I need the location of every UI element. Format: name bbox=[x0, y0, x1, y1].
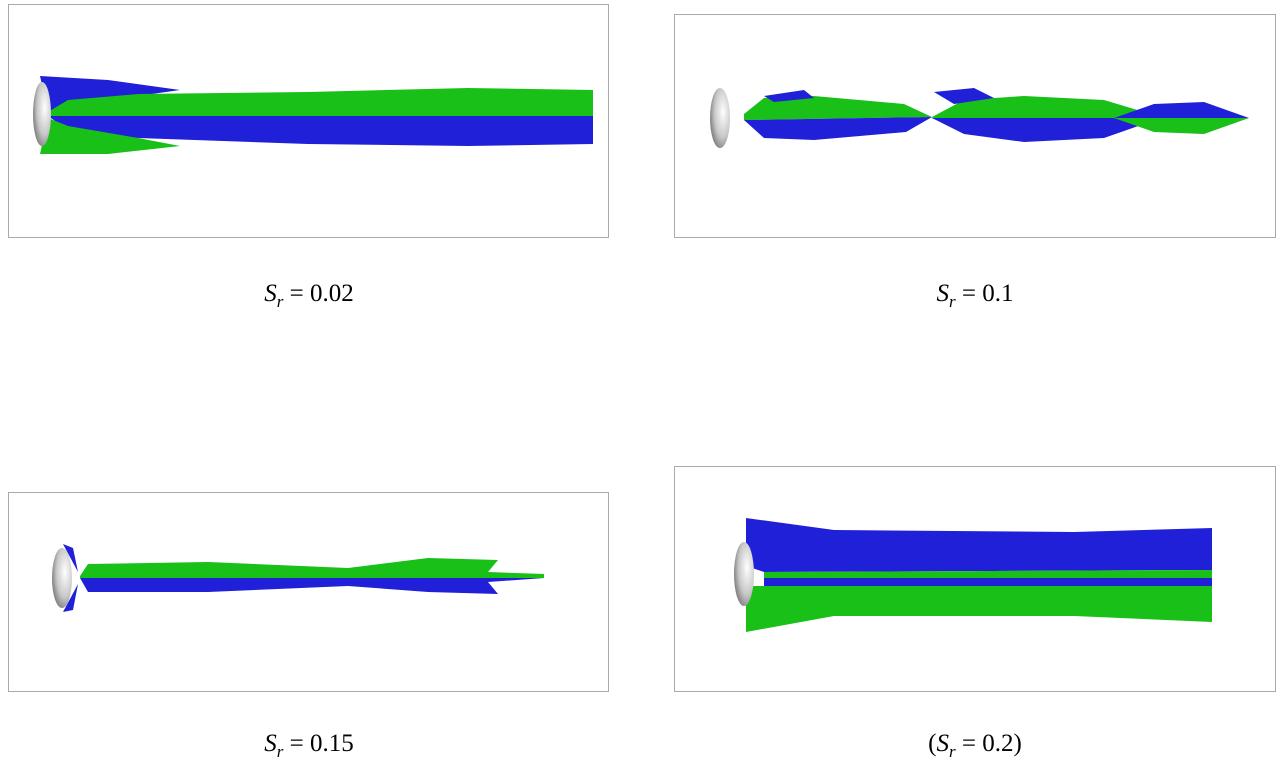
caption-part: r bbox=[276, 742, 284, 761]
caption-part: S bbox=[936, 280, 950, 307]
caption-part: S bbox=[936, 730, 950, 757]
caption-part: = 0.2) bbox=[955, 730, 1022, 757]
caption-part: = 0.02 bbox=[283, 280, 354, 307]
caption-part: S bbox=[264, 730, 277, 757]
caption: Sr = 0.1 bbox=[775, 280, 1175, 312]
caption: (Sr = 0.2) bbox=[775, 730, 1175, 762]
caption: Sr = 0.02 bbox=[109, 280, 509, 312]
caption-part: r bbox=[949, 742, 956, 761]
caption-part: r bbox=[949, 292, 956, 311]
caption-part: = 0.1 bbox=[955, 280, 1014, 307]
caption-part: = 0.15 bbox=[283, 730, 354, 757]
caption: Sr = 0.15 bbox=[109, 730, 509, 762]
panel-image bbox=[8, 492, 609, 692]
caption-part: r bbox=[276, 292, 284, 311]
panel-image bbox=[8, 4, 609, 238]
caption-part: ( bbox=[928, 730, 937, 757]
panel-image bbox=[674, 14, 1276, 238]
caption-part: S bbox=[264, 280, 277, 307]
panel-image bbox=[674, 466, 1276, 692]
